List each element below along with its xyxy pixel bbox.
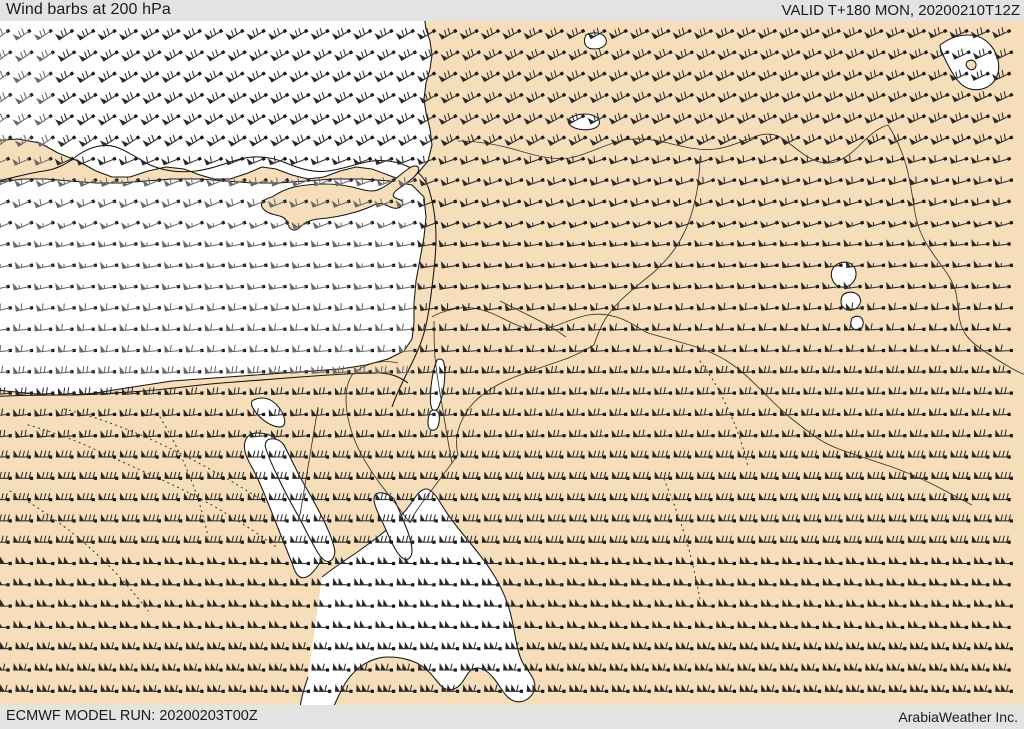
map-canvas[interactable] [0,21,1024,705]
lake-keban [583,32,607,50]
lake-razazah [850,315,864,331]
border-syria-jordan-iraq [593,156,701,346]
border-saudi-iraq [647,332,973,506]
dead-sea-south-basin [427,409,440,431]
border-egypt-west-dotted [159,416,209,538]
page-title: Wind barbs at 200 hPa [6,1,171,18]
mediterranean-basin [0,178,427,396]
border-west-bank [431,307,649,334]
border-turkey-syria [457,124,889,164]
border-red-sea-dotted [663,478,701,600]
lake-van-island [965,59,977,71]
border-saudi-jordan-east [499,300,567,338]
border-libya-egypt-dotted [63,408,267,504]
lake-habbaniyah [840,291,862,311]
footer-bar: ECMWF MODEL RUN: 20200203T00Z ArabiaWeat… [0,705,1024,729]
border-egypt-sudan-dotted [27,424,277,548]
border-jordan-saudi [456,344,595,456]
lake-ataturk [567,113,601,131]
lake-nasser [250,397,286,428]
border-syria-iraq [887,124,1024,375]
attribution-label: ArabiaWeather Inc. [898,709,1018,725]
dead-sea [429,358,446,412]
model-run-label: ECMWF MODEL RUN: 20200203T00Z [6,708,258,724]
lake-tharthar [830,261,857,288]
red-sea [299,488,536,705]
border-sudan-dotted-south [9,490,149,612]
geography-layer [0,21,1024,705]
header-bar: Wind barbs at 200 hPa VALID T+180 MON, 2… [0,0,1024,21]
border-saudi-dotted-east [699,360,749,468]
valid-time-label: VALID T+180 MON, 20200210T12Z [781,2,1020,19]
